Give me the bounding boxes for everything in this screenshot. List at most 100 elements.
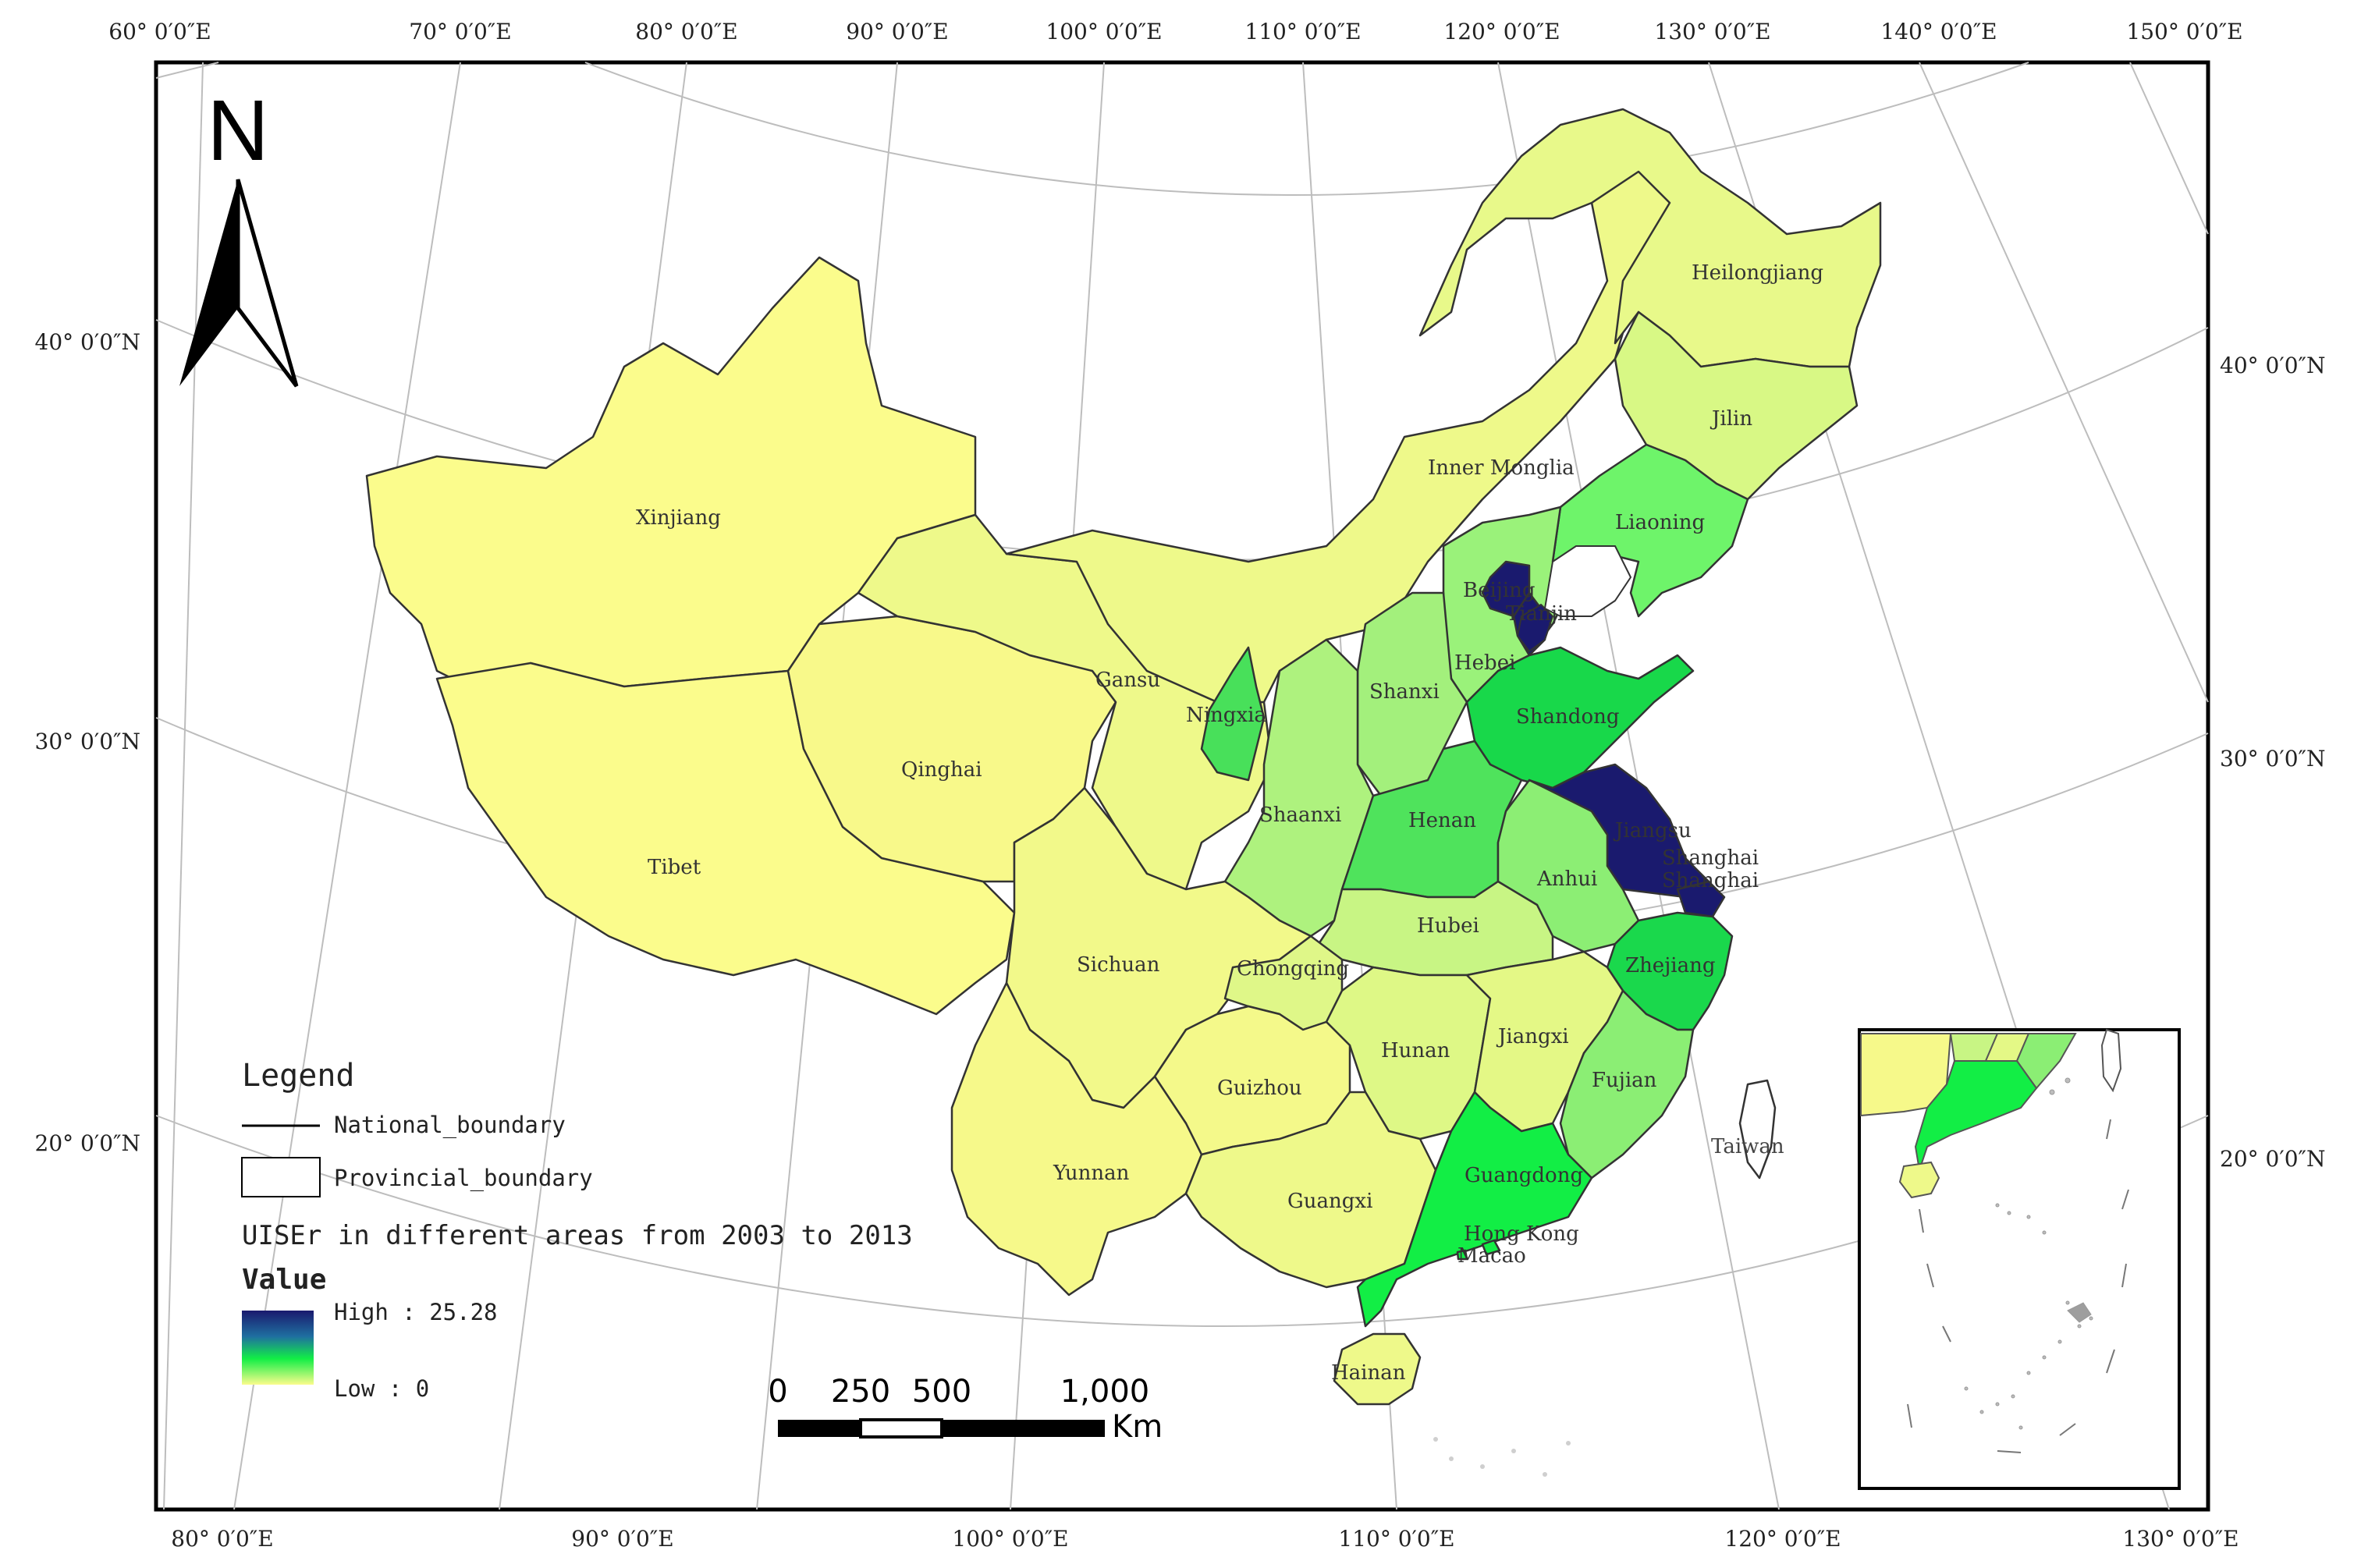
tianjin-overlay xyxy=(1517,604,1553,652)
label-fujian: Fujian xyxy=(1592,1069,1657,1092)
province-ningxia xyxy=(1200,646,1266,782)
label-sichuan: Sichuan xyxy=(1077,953,1160,977)
label-shaanxi: Shaanxi xyxy=(1259,804,1341,827)
lat-left-20: 20° 0′0″N xyxy=(35,1130,140,1156)
value-title: Value xyxy=(242,1264,326,1296)
province-taiwan xyxy=(1738,1079,1777,1180)
province-shanghai xyxy=(1676,880,1726,918)
lon-top-140: 140° 0′0″E xyxy=(1880,19,1997,44)
label-guizhou: Guizhou xyxy=(1217,1077,1302,1100)
label-ningxia: Ningxia xyxy=(1186,704,1266,727)
label-yunnan: Yunnan xyxy=(1053,1162,1130,1185)
legend: Legend National_boundary Provincial_boun… xyxy=(241,1058,913,1402)
label-qinghai: Qinghai xyxy=(901,758,982,782)
scale-tick-1000: 1,000 xyxy=(1060,1374,1150,1410)
scale-segment-1 xyxy=(778,1420,861,1437)
label-macao: Macao xyxy=(1457,1244,1526,1268)
inset-dash-line xyxy=(1907,1119,2129,1453)
lon-top-80: 80° 0′0″E xyxy=(635,19,737,44)
province-hainan xyxy=(1333,1332,1422,1406)
north-arrow-label: N xyxy=(207,83,268,179)
lon-top-130: 130° 0′0″E xyxy=(1654,19,1770,44)
label-jiangsu: Jiangsu xyxy=(1613,819,1692,843)
province-macao xyxy=(1456,1249,1468,1261)
label-henan: Henan xyxy=(1408,809,1476,832)
provincial-boundary-swatch xyxy=(241,1157,321,1197)
label-zhejiang: Zhejiang xyxy=(1625,954,1715,977)
legend-title: Legend xyxy=(242,1058,355,1094)
lat-right-40: 40° 0′0″N xyxy=(2220,353,2325,378)
province-tibet xyxy=(435,662,1016,1016)
lon-bottom-130: 130° 0′0″E xyxy=(2122,1526,2239,1552)
value-gradient-ramp xyxy=(242,1311,314,1385)
label-gansu: Gansu xyxy=(1095,669,1160,692)
provinces xyxy=(365,108,1882,1406)
lon-top-110: 110° 0′0″E xyxy=(1244,19,1361,44)
scale-segment-3 xyxy=(942,1420,1105,1437)
label-beijing: Beijing xyxy=(1463,579,1536,602)
label-inner-monglia: Inner Monglia xyxy=(1428,456,1575,480)
label-heilongjiang: Heilongjiang xyxy=(1692,261,1823,285)
label-chongqing: Chongqing xyxy=(1237,957,1349,981)
lon-top-90: 90° 0′0″E xyxy=(846,19,948,44)
province-labels: Xinjiang Tibet Qinghai Gansu Inner Mongl… xyxy=(636,261,1823,1385)
lon-bottom-110: 110° 0′0″E xyxy=(1338,1526,1454,1552)
lon-top-150: 150° 0′0″E xyxy=(2126,19,2242,44)
lon-top-60: 60° 0′0″E xyxy=(108,19,211,44)
scale-bar: 0 250 500 1,000 Km xyxy=(768,1374,1163,1445)
label-hebei: Hebei xyxy=(1454,651,1515,675)
label-shanghai-lower: Shanghai xyxy=(1662,869,1759,892)
small-islands xyxy=(1433,1437,1571,1477)
north-arrow: N xyxy=(179,83,299,388)
province-guangdong xyxy=(1356,1091,1593,1328)
bohai-sea xyxy=(1544,545,1631,617)
inset-hainan xyxy=(1898,1161,1940,1199)
lon-bottom-90: 90° 0′0″E xyxy=(571,1526,673,1552)
scale-segment-2 xyxy=(859,1418,943,1439)
lat-left-30: 30° 0′0″N xyxy=(35,729,140,754)
label-guangdong: Guangdong xyxy=(1465,1164,1583,1187)
province-fujian xyxy=(1559,989,1695,1180)
label-hong-kong: Hong Kong xyxy=(1464,1222,1579,1246)
province-hong-kong xyxy=(1481,1239,1501,1256)
provincial-boundary-label: Provincial_boundary xyxy=(334,1165,593,1192)
inset-islands xyxy=(1964,1077,2093,1430)
south-china-sea-inset xyxy=(1858,1028,2181,1490)
scale-unit: Km xyxy=(1112,1409,1163,1445)
label-tianjin: Tianjin xyxy=(1506,602,1577,626)
lon-top-100: 100° 0′0″E xyxy=(1046,19,1162,44)
label-jilin: Jilin xyxy=(1710,407,1752,431)
label-liaoning: Liaoning xyxy=(1615,511,1705,534)
lat-right-30: 30° 0′0″N xyxy=(2220,746,2325,772)
label-guangxi: Guangxi xyxy=(1287,1190,1372,1213)
label-hunan: Hunan xyxy=(1381,1039,1450,1062)
inset-fujian xyxy=(2015,1033,2077,1090)
label-tibet: Tibet xyxy=(648,856,701,879)
label-xinjiang: Xinjiang xyxy=(636,506,721,530)
lat-left-40: 40° 0′0″N xyxy=(35,329,140,355)
province-yunnan xyxy=(950,981,1203,1297)
inset-taiwan xyxy=(2100,1028,2122,1093)
lon-top-70: 70° 0′0″E xyxy=(409,19,511,44)
inset-guangdong xyxy=(1914,1060,2038,1171)
label-hubei: Hubei xyxy=(1417,914,1479,938)
label-taiwan: Taiwan xyxy=(1711,1135,1784,1158)
label-shandong: Shandong xyxy=(1516,705,1620,729)
legend-subtitle: UISEr in different areas from 2003 to 20… xyxy=(242,1220,913,1251)
label-shanghai-upper: Shanghai xyxy=(1662,846,1759,870)
lon-bottom-100: 100° 0′0″E xyxy=(952,1526,1068,1552)
scale-tick-250: 250 xyxy=(831,1374,890,1410)
label-jiangxi: Jiangxi xyxy=(1496,1025,1569,1048)
label-hainan: Hainan xyxy=(1331,1361,1406,1385)
lon-bottom-80: 80° 0′0″E xyxy=(171,1526,273,1552)
scale-tick-0: 0 xyxy=(768,1374,787,1410)
low-value-label: Low : 0 xyxy=(334,1375,429,1402)
national-boundary-label: National_boundary xyxy=(334,1112,566,1139)
lat-right-20: 20° 0′0″N xyxy=(2220,1146,2325,1172)
label-shanxi: Shanxi xyxy=(1369,680,1440,704)
lon-top-120: 120° 0′0″E xyxy=(1443,19,1560,44)
scale-tick-500: 500 xyxy=(912,1374,971,1410)
north-arrow-right-half xyxy=(236,179,299,388)
high-value-label: High : 25.28 xyxy=(334,1299,498,1325)
